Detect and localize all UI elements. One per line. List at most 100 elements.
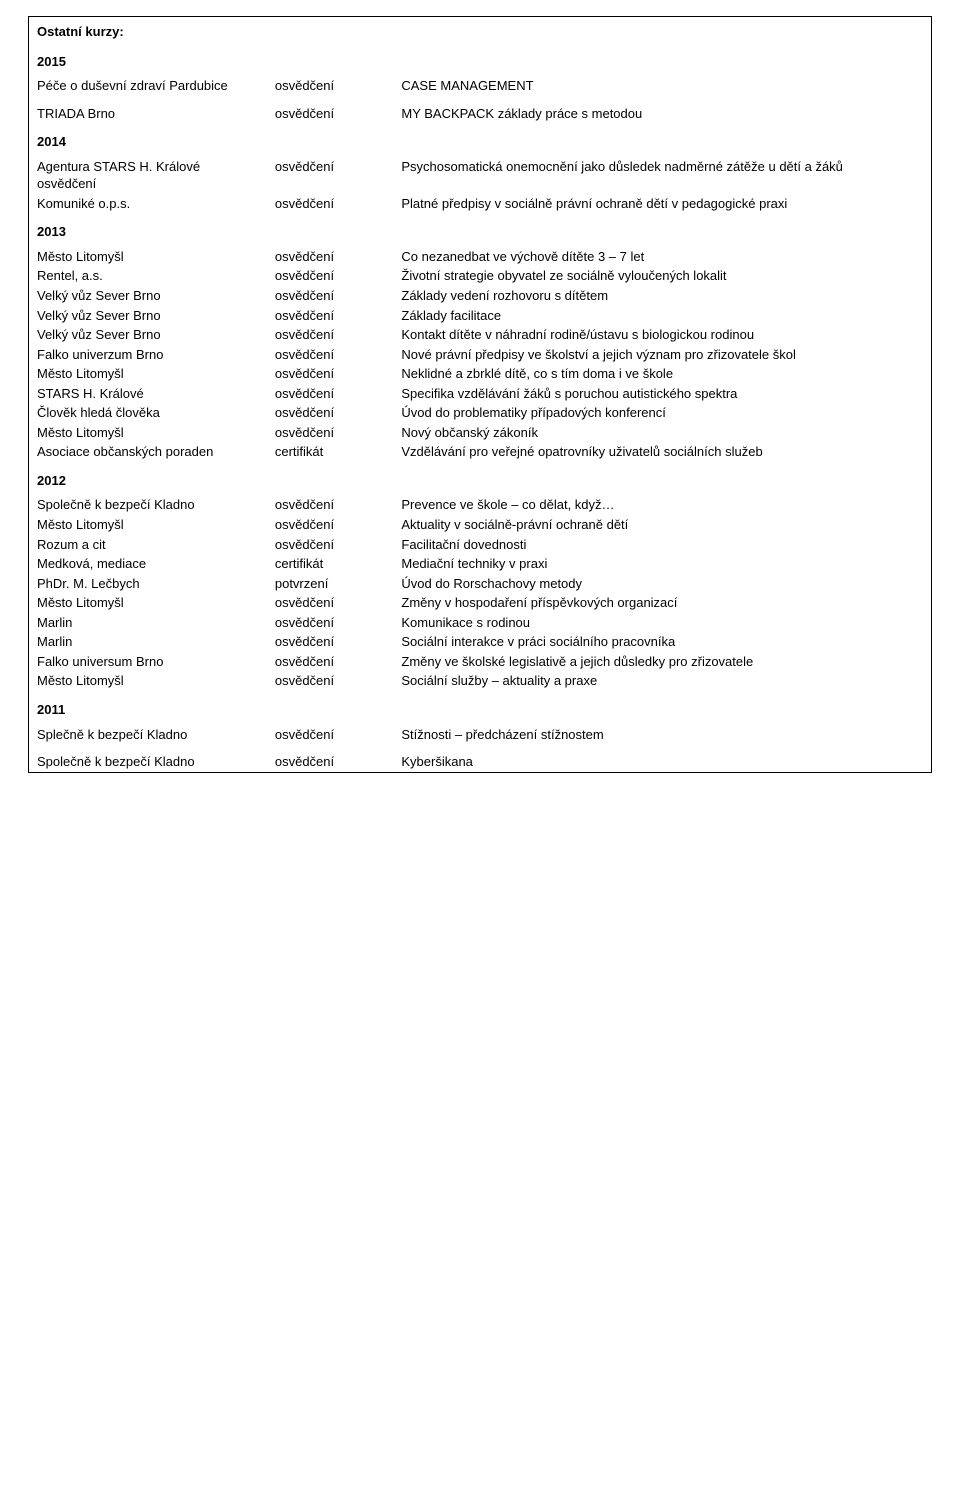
cell-org: Marlin (29, 632, 267, 652)
cell-org: Velký vůz Sever Brno (29, 286, 267, 306)
courses-table-2015: Péče o duševní zdraví Pardubice osvědčen… (29, 76, 931, 123)
table-row: Město Litomyšl osvědčení Neklidné a zbrk… (29, 364, 931, 384)
table-row: Péče o duševní zdraví Pardubice osvědčen… (29, 76, 931, 96)
cell-type: osvědčení (267, 194, 394, 214)
cell-org: Město Litomyšl (29, 671, 267, 691)
year-heading: 2013 (29, 213, 931, 247)
cell-org: Společně k bezpečí Kladno (29, 495, 267, 515)
cell-type: osvědčení (267, 652, 394, 672)
cell-desc: Stížnosti – předcházení stížnostem (393, 725, 931, 745)
cell-type: osvědčení (267, 286, 394, 306)
cell-org: Falko universum Brno (29, 652, 267, 672)
cell-type: osvědčení (267, 306, 394, 326)
table-row: Město Litomyšl osvědčení Sociální služby… (29, 671, 931, 691)
cell-org: Rozum a cit (29, 535, 267, 555)
table-row: Rozum a cit osvědčení Facilitační dovedn… (29, 535, 931, 555)
year-heading: 2012 (29, 462, 931, 496)
cell-type: osvědčení (267, 752, 394, 772)
cell-type: osvědčení (267, 515, 394, 535)
cell-desc: Kontakt dítěte v náhradní rodině/ústavu … (393, 325, 931, 345)
table-row: Společně k bezpečí Kladno osvědčení Kybe… (29, 752, 931, 772)
table-row: TRIADA Brno osvědčení MY BACKPACK základ… (29, 104, 931, 124)
table-row: Asociace občanských poraden certifikát V… (29, 442, 931, 462)
cell-org: Město Litomyšl (29, 247, 267, 267)
cell-desc: Životní strategie obyvatel ze sociálně v… (393, 266, 931, 286)
cell-type: certifikát (267, 554, 394, 574)
cell-desc: Nový občanský zákoník (393, 423, 931, 443)
cell-org: Město Litomyšl (29, 593, 267, 613)
document-frame: Ostatní kurzy: 2015 Péče o duševní zdrav… (28, 16, 932, 773)
cell-type: osvědčení (267, 76, 394, 96)
cell-type: osvědčení (267, 345, 394, 365)
cell-desc: Základy vedení rozhovoru s dítětem (393, 286, 931, 306)
cell-type: osvědčení (267, 157, 394, 194)
cell-desc: Úvod do problematiky případových konfere… (393, 403, 931, 423)
cell-type: osvědčení (267, 364, 394, 384)
table-row: Splečně k bezpečí Kladno osvědčení Stížn… (29, 725, 931, 745)
table-row: Velký vůz Sever Brno osvědčení Základy f… (29, 306, 931, 326)
table-row: Falko universum Brno osvědčení Změny ve … (29, 652, 931, 672)
cell-desc: Úvod do Rorschachovy metody (393, 574, 931, 594)
table-row: Marlin osvědčení Komunikace s rodinou (29, 613, 931, 633)
table-row: Město Litomyšl osvědčení Aktuality v soc… (29, 515, 931, 535)
cell-type: osvědčení (267, 632, 394, 652)
table-row: Velký vůz Sever Brno osvědčení Kontakt d… (29, 325, 931, 345)
cell-org: Velký vůz Sever Brno (29, 306, 267, 326)
cell-type: osvědčení (267, 403, 394, 423)
year-heading: 2015 (29, 43, 931, 77)
courses-table-2013: Město Litomyšl osvědčení Co nezanedbat v… (29, 247, 931, 462)
table-row: STARS H. Králové osvědčení Specifika vzd… (29, 384, 931, 404)
cell-type: osvědčení (267, 423, 394, 443)
cell-desc: CASE MANAGEMENT (393, 76, 931, 96)
cell-type: osvědčení (267, 535, 394, 555)
year-heading: 2014 (29, 123, 931, 157)
cell-org: Marlin (29, 613, 267, 633)
cell-desc: Facilitační dovednosti (393, 535, 931, 555)
cell-type: certifikát (267, 442, 394, 462)
cell-desc: Neklidné a zbrklé dítě, co s tím doma i … (393, 364, 931, 384)
cell-org: PhDr. M. Lečbych (29, 574, 267, 594)
cell-org: Člověk hledá člověka (29, 403, 267, 423)
cell-org: STARS H. Králové (29, 384, 267, 404)
table-row: PhDr. M. Lečbych potvrzení Úvod do Rorsc… (29, 574, 931, 594)
cell-org: Komuniké o.p.s. (29, 194, 267, 214)
cell-org: Město Litomyšl (29, 364, 267, 384)
cell-org: Agentura STARS H. Králové osvědčení (29, 157, 267, 194)
cell-desc: Sociální služby – aktuality a praxe (393, 671, 931, 691)
table-row: Agentura STARS H. Králové osvědčení osvě… (29, 157, 931, 194)
cell-org: TRIADA Brno (29, 104, 267, 124)
cell-desc: Platné předpisy v sociálně právní ochran… (393, 194, 931, 214)
cell-desc: Aktuality v sociálně-právní ochraně dětí (393, 515, 931, 535)
cell-desc: Psychosomatická onemocnění jako důsledek… (393, 157, 931, 194)
cell-org: Splečně k bezpečí Kladno (29, 725, 267, 745)
cell-desc: Komunikace s rodinou (393, 613, 931, 633)
cell-type: osvědčení (267, 671, 394, 691)
cell-type: osvědčení (267, 593, 394, 613)
section-title: Ostatní kurzy: (29, 17, 931, 43)
table-row: Rentel, a.s. osvědčení Životní strategie… (29, 266, 931, 286)
cell-type: osvědčení (267, 384, 394, 404)
cell-type: potvrzení (267, 574, 394, 594)
table-row: Člověk hledá člověka osvědčení Úvod do p… (29, 403, 931, 423)
cell-desc: Prevence ve škole – co dělat, když… (393, 495, 931, 515)
cell-desc: Sociální interakce v práci sociálního pr… (393, 632, 931, 652)
year-heading: 2011 (29, 691, 931, 725)
cell-desc: Změny ve školské legislativě a jejich dů… (393, 652, 931, 672)
cell-type: osvědčení (267, 495, 394, 515)
cell-org: Město Litomyšl (29, 423, 267, 443)
table-row: Falko univerzum Brno osvědčení Nové práv… (29, 345, 931, 365)
cell-desc: Změny v hospodaření příspěvkových organi… (393, 593, 931, 613)
table-row: Medková, mediace certifikát Mediační tec… (29, 554, 931, 574)
cell-org: Péče o duševní zdraví Pardubice (29, 76, 267, 96)
cell-type: osvědčení (267, 266, 394, 286)
table-row: Marlin osvědčení Sociální interakce v pr… (29, 632, 931, 652)
cell-org: Společně k bezpečí Kladno (29, 752, 267, 772)
table-row: Velký vůz Sever Brno osvědčení Základy v… (29, 286, 931, 306)
table-row: Komuniké o.p.s. osvědčení Platné předpis… (29, 194, 931, 214)
cell-desc: Kyberšikana (393, 752, 931, 772)
courses-table-2014: Agentura STARS H. Králové osvědčení osvě… (29, 157, 931, 214)
cell-desc: Specifika vzdělávání žáků s poruchou aut… (393, 384, 931, 404)
cell-desc: Nové právní předpisy ve školství a jejic… (393, 345, 931, 365)
cell-org: Asociace občanských poraden (29, 442, 267, 462)
courses-table-2012: Společně k bezpečí Kladno osvědčení Prev… (29, 495, 931, 690)
